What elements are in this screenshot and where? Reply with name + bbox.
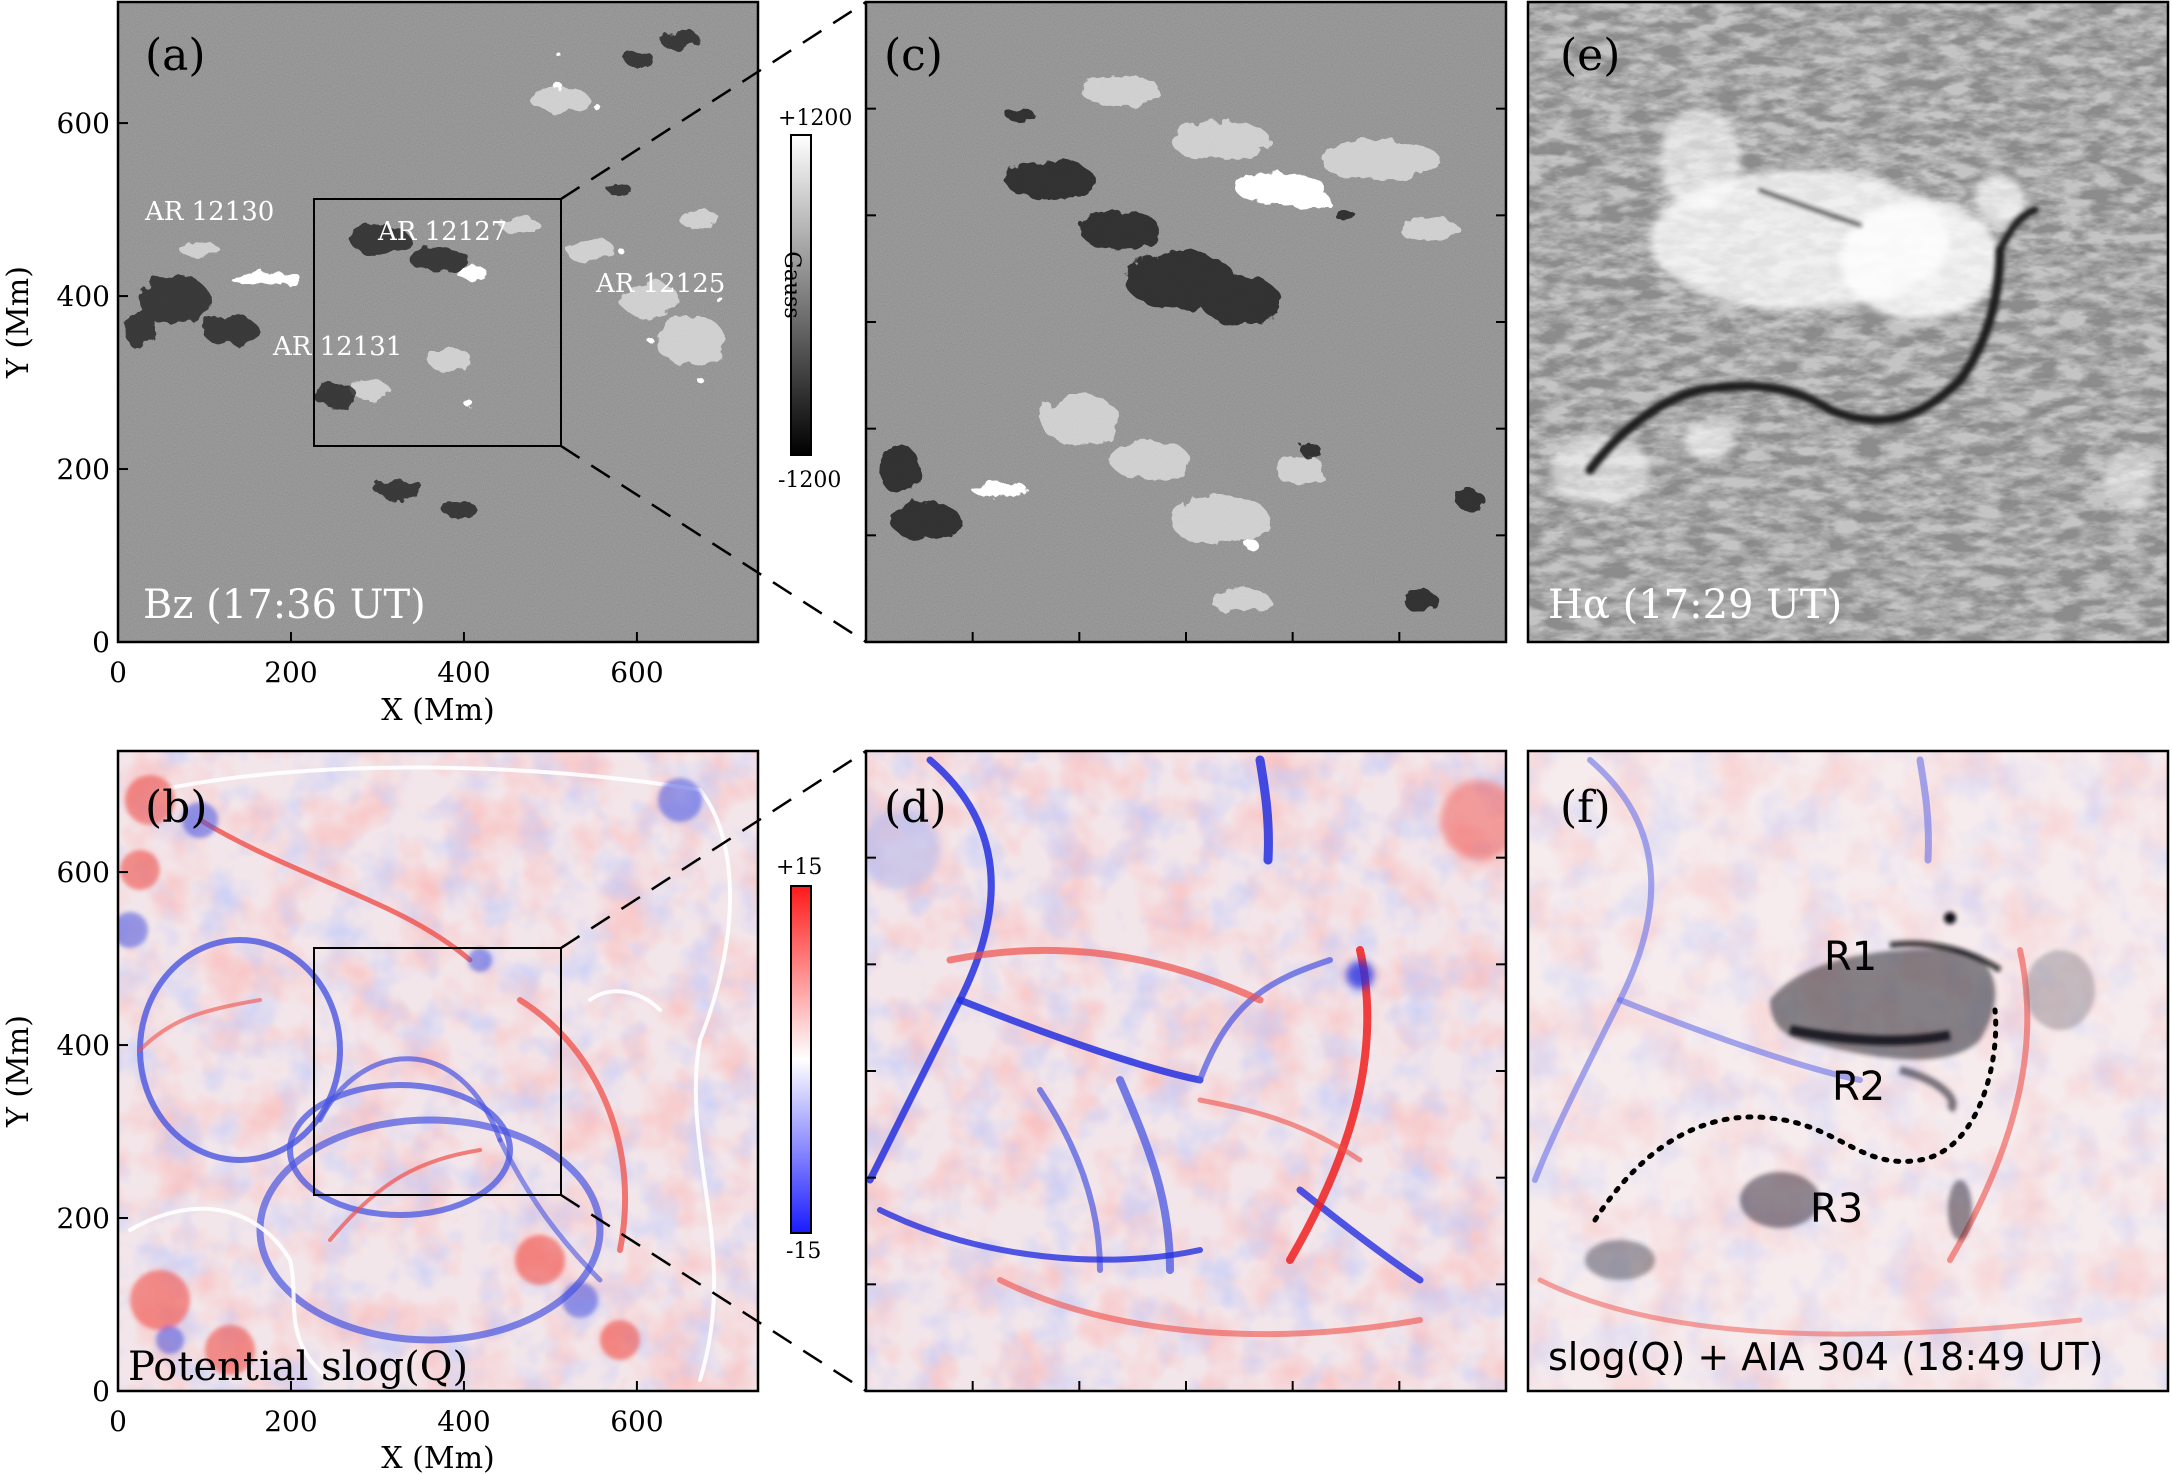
active-region-label: AR 12125 <box>595 269 725 299</box>
panel-letter: (c) <box>884 30 943 81</box>
panel-frame <box>116 749 760 1393</box>
panel-letter: (a) <box>145 30 206 81</box>
y-tick-label: 600 <box>57 107 110 140</box>
x-tick-label: 600 <box>610 1405 663 1438</box>
x-tick-label: 400 <box>437 1405 490 1438</box>
colorbar-top-label: +1200 <box>778 106 852 131</box>
colorbar-bottom-label: -15 <box>786 1239 821 1264</box>
y-tick-label: 0 <box>92 1375 110 1408</box>
panel-f: (f) R1 R2 R3 slog(Q) + AIA 304 (18:49 UT… <box>1526 749 2170 1393</box>
panel-letter: (b) <box>145 782 208 833</box>
panel-frame <box>1526 0 2170 644</box>
panel-caption: Bz (17:36 UT) <box>143 582 426 628</box>
y-tick-label: 600 <box>57 856 110 889</box>
x-tick-label: 600 <box>610 656 663 689</box>
panel-d: (d) <box>864 749 1508 1393</box>
active-region-label: AR 12130 <box>144 197 274 227</box>
panel-a: (a) AR 12130 AR 12127 AR 12131 AR 12125 … <box>116 0 760 644</box>
panel-caption: Hα (17:29 UT) <box>1548 582 1842 628</box>
filament-outline <box>1592 1007 1999 1223</box>
axes-b: 0 200 400 600 0 200 400 600 <box>57 856 664 1438</box>
panel-frame <box>1526 749 2170 1393</box>
panel-letter: (e) <box>1560 30 1620 81</box>
zoom-box <box>313 947 562 1196</box>
x-tick-label: 400 <box>437 656 490 689</box>
active-region-label: AR 12127 <box>377 217 507 247</box>
y-tick-label: 0 <box>92 626 110 659</box>
y-tick-label: 200 <box>57 1202 110 1235</box>
zoom-connectors <box>560 0 867 1393</box>
x-axis-label: X (Mm) <box>381 693 494 728</box>
x-tick-label: 200 <box>264 1405 317 1438</box>
colorbar-q: +15 -15 <box>776 855 822 1264</box>
active-region-label: AR 12131 <box>272 332 402 362</box>
colorbar-bottom-label: -1200 <box>778 468 841 493</box>
panel-c-image <box>866 2 1506 642</box>
x-tick-label: 0 <box>109 1405 127 1438</box>
region-label: R2 <box>1832 1064 1885 1110</box>
panel-ticks <box>866 107 1506 1391</box>
x-tick-label: 200 <box>264 656 317 689</box>
x-tick-label: 0 <box>109 656 127 689</box>
panel-c: (c) <box>864 0 1508 644</box>
axes-a: 0 200 400 600 0 200 400 600 <box>57 107 664 689</box>
y-axis-label: Y (Mm) <box>1 266 36 379</box>
y-axis-label: Y (Mm) <box>1 1015 36 1128</box>
colorbar-unit: Gauss <box>779 251 804 318</box>
panel-letter: (d) <box>884 782 947 833</box>
panel-letter: (f) <box>1560 782 1611 833</box>
y-tick-label: 400 <box>57 1029 110 1062</box>
panel-b: (b) Potential slog(Q) <box>116 749 760 1393</box>
region-label: R1 <box>1824 934 1877 980</box>
panel-frame <box>116 0 760 644</box>
zoom-box <box>313 198 562 447</box>
panel-e: (e) Hα (17:29 UT) <box>1526 0 2170 644</box>
y-tick-label: 200 <box>57 453 110 486</box>
panel-caption: slog(Q) + AIA 304 (18:49 UT) <box>1548 1335 2103 1379</box>
x-axis-label: X (Mm) <box>381 1441 494 1475</box>
y-tick-label: 400 <box>57 280 110 313</box>
colorbar-top-label: +15 <box>776 855 822 880</box>
colorbar-bz: +1200 -1200 Gauss <box>778 106 852 493</box>
panel-caption: Potential slog(Q) <box>128 1344 468 1390</box>
region-label: R3 <box>1810 1186 1863 1232</box>
